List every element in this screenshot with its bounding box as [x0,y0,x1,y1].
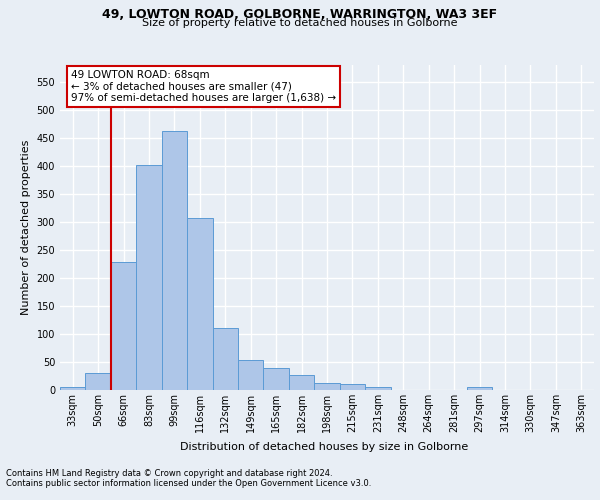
Bar [365,387,391,390]
Bar [467,387,492,390]
Bar [60,387,85,390]
Bar [289,376,314,390]
Bar [263,368,289,390]
Bar [314,384,340,390]
Text: Contains public sector information licensed under the Open Government Licence v3: Contains public sector information licen… [6,478,371,488]
Text: 49, LOWTON ROAD, GOLBORNE, WARRINGTON, WA3 3EF: 49, LOWTON ROAD, GOLBORNE, WARRINGTON, W… [103,8,497,20]
Bar [111,262,136,390]
Y-axis label: Number of detached properties: Number of detached properties [21,140,31,315]
Bar [212,328,238,390]
Bar [238,360,263,390]
Text: Contains HM Land Registry data © Crown copyright and database right 2024.: Contains HM Land Registry data © Crown c… [6,468,332,477]
Bar [162,130,187,390]
Bar [187,218,212,390]
Bar [85,373,111,390]
Text: 49 LOWTON ROAD: 68sqm
← 3% of detached houses are smaller (47)
97% of semi-detac: 49 LOWTON ROAD: 68sqm ← 3% of detached h… [71,70,336,103]
Bar [136,164,162,390]
Text: Distribution of detached houses by size in Golborne: Distribution of detached houses by size … [180,442,468,452]
Bar [340,384,365,390]
Text: Size of property relative to detached houses in Golborne: Size of property relative to detached ho… [142,18,458,28]
